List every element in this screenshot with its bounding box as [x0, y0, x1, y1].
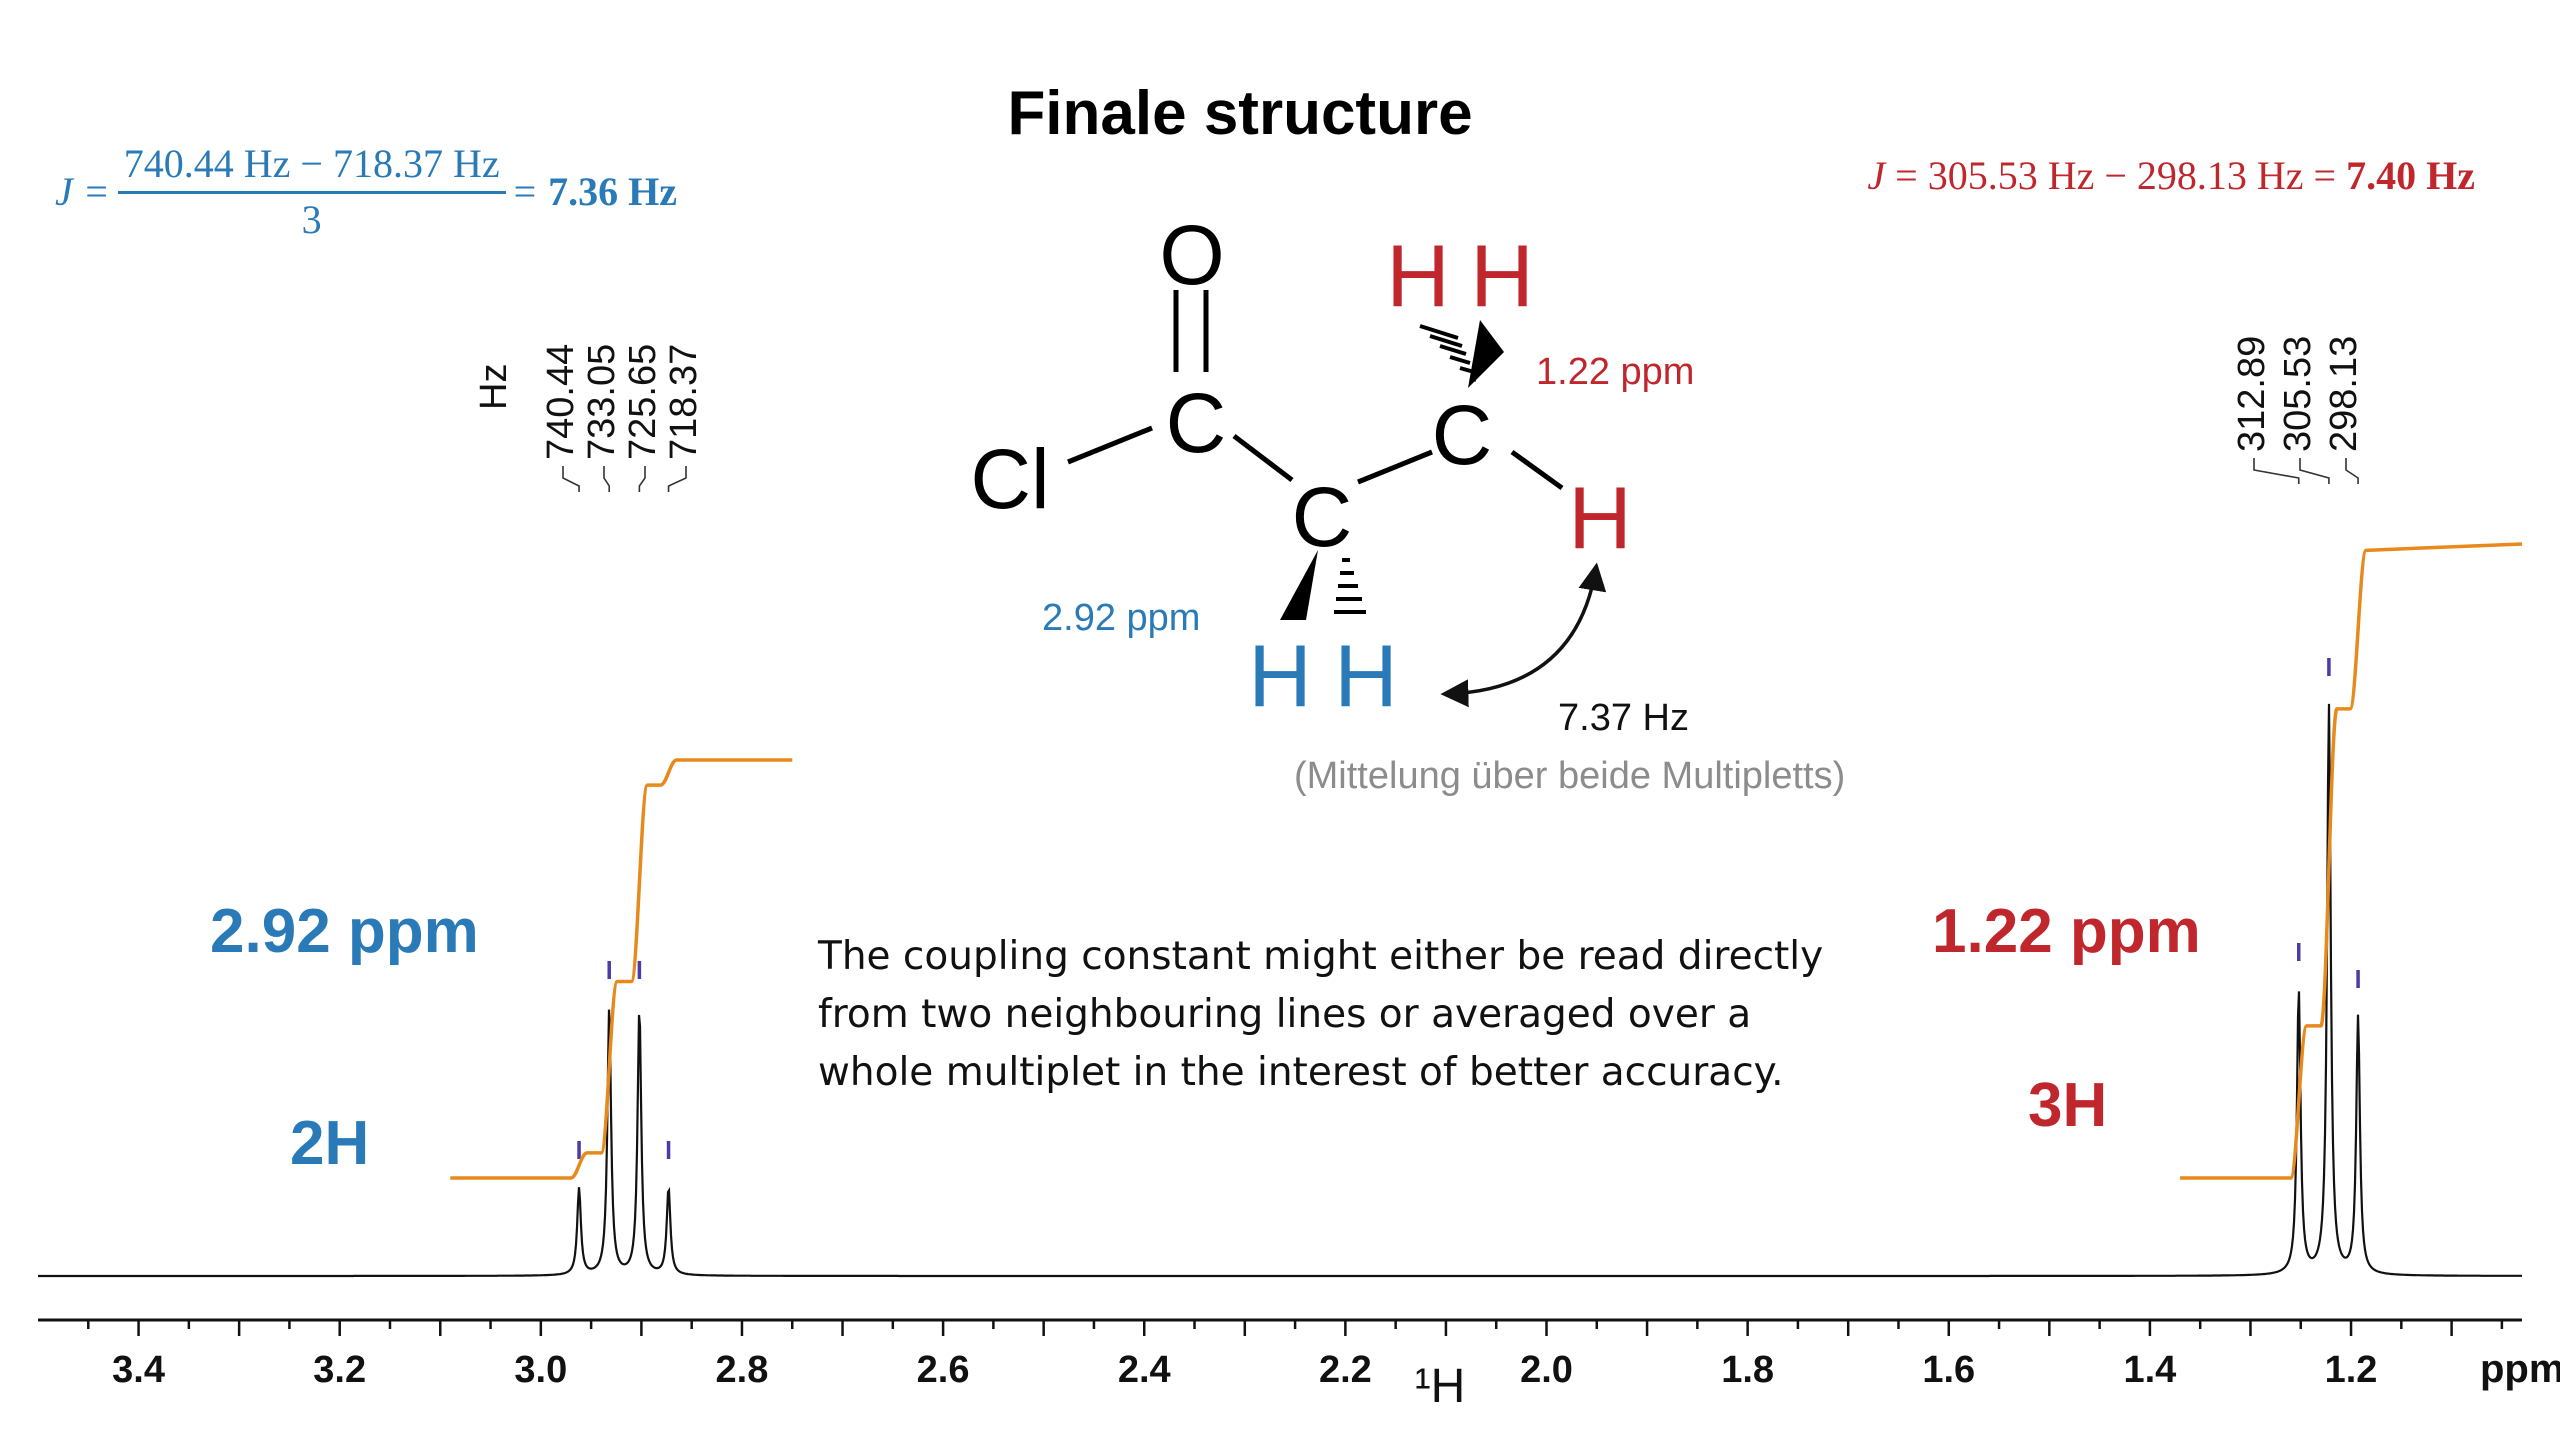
ch3-shift-badge: 1.22 ppm	[1932, 897, 2201, 966]
formula-lhs: J =	[55, 169, 110, 214]
coupling-value-label: 7.37 Hz	[1558, 697, 1689, 739]
x-axis-label: ¹H	[1415, 1360, 1466, 1413]
x-axis-tick-label: 3.2	[313, 1349, 366, 1391]
note-line: from two neighbouring lines or averaged …	[818, 992, 1752, 1037]
wedge-bond	[1280, 550, 1318, 620]
note-line: The coupling constant might either be re…	[818, 934, 1824, 979]
ch2-integral-badge: 2H	[290, 1109, 370, 1178]
hash-bond	[1419, 324, 1477, 382]
formula-equals: =	[513, 169, 537, 214]
atom-hydrogen-ch3: H	[1568, 468, 1632, 567]
x-axis-tick-label: 2.8	[716, 1349, 769, 1391]
peak-label-connector	[603, 466, 611, 492]
integral-curve	[450, 758, 793, 1180]
peak-hz-label: 718.37	[663, 344, 705, 460]
peak-hz-label: 298.13	[2323, 336, 2365, 452]
peak-label-connector	[2299, 458, 2330, 484]
peak-label-connector	[638, 466, 646, 492]
coupling-formula-ch2: J = 740.44 Hz − 718.37 Hz 3 = 7.36 Hz	[55, 140, 677, 243]
integral-curve	[2180, 542, 2523, 1180]
ch2-shift-badge: 2.92 ppm	[210, 897, 479, 966]
x-axis-tick-label: 2.6	[917, 1349, 970, 1391]
peak-label-connector	[2253, 458, 2300, 484]
x-axis-tick-label: 3.4	[112, 1349, 165, 1391]
formula-numerator: 740.44 Hz − 718.37 Hz	[117, 140, 506, 194]
peak-label-unit: Hz	[473, 364, 515, 410]
atom-hydrogen-ch3: H	[1470, 226, 1534, 325]
atom-carbon-ch2: C	[1292, 470, 1353, 564]
peak-label-connector	[667, 466, 687, 492]
formula-expression: = 305.53 Hz − 298.13 Hz =	[1895, 153, 2337, 198]
formula-result: 7.36 Hz	[548, 169, 678, 214]
peak-hz-label: 305.53	[2277, 336, 2319, 452]
formula-fraction: 740.44 Hz − 718.37 Hz 3	[117, 140, 506, 243]
atom-hydrogen-ch2: H	[1248, 626, 1312, 725]
atom-hydrogen-ch3: H	[1386, 226, 1450, 325]
spectrum-line	[38, 703, 2522, 1278]
atom-hydrogen-ch2: H	[1334, 626, 1398, 725]
ch3-integral-badge: 3H	[2028, 1071, 2108, 1140]
atom-carbon-ch3: C	[1432, 388, 1493, 482]
peak-hz-label: 312.89	[2231, 336, 2273, 452]
x-axis-tick-label: 1.6	[1922, 1349, 1975, 1391]
x-axis-tick-label: 1.8	[1721, 1349, 1774, 1391]
coupling-formula-ch3: J = 305.53 Hz − 298.13 Hz = 7.40 Hz	[1867, 152, 2475, 199]
coupling-arrow	[1440, 562, 1607, 708]
molecule-bonds	[1067, 290, 1564, 491]
wedge-bond	[1468, 320, 1504, 388]
peak-hz-label: 733.05	[581, 344, 623, 460]
formula-lhs: J	[1867, 153, 1886, 198]
formula-denominator: 3	[301, 197, 322, 242]
x-axis-tick-label: 2.2	[1319, 1349, 1372, 1391]
peak-hz-label: 725.65	[622, 344, 664, 460]
hash-bond	[1334, 558, 1366, 614]
peak-label-connector	[562, 466, 580, 492]
ch2-shift-label: 2.92 ppm	[1042, 597, 1200, 639]
x-axis-tick-label: 2.4	[1118, 1349, 1171, 1391]
x-axis-tick-label: 2.0	[1520, 1349, 1573, 1391]
slide-title: Finale structure	[1007, 79, 1473, 148]
note-line: whole multiplet in the interest of bette…	[818, 1050, 1784, 1095]
atom-oxygen: O	[1159, 208, 1224, 302]
atom-chlorine: Cl	[970, 432, 1049, 526]
peak-label-connector	[2345, 458, 2359, 484]
ch3-shift-label: 1.22 ppm	[1536, 351, 1694, 393]
atom-carbon-carbonyl: C	[1166, 376, 1227, 470]
formula-result: 7.40 Hz	[2346, 153, 2475, 198]
coupling-note-label: (Mittelung über beide Multipletts)	[1294, 755, 1845, 797]
peak-hz-label: 740.44	[540, 344, 582, 460]
x-axis-unit: ppm	[2480, 1347, 2560, 1391]
x-axis-tick-label: 3.0	[514, 1349, 567, 1391]
explanation-note: The coupling constant might either be re…	[818, 928, 1823, 1102]
x-axis-tick-label: 1.2	[2325, 1349, 2378, 1391]
x-axis-tick-label: 1.4	[2123, 1349, 2176, 1391]
